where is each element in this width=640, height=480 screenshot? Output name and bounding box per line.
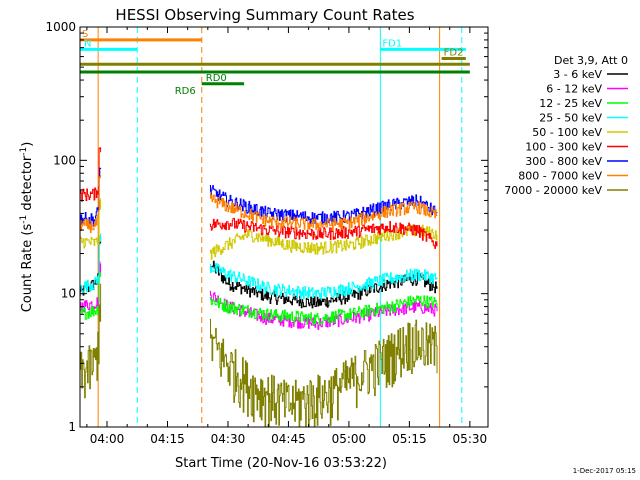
x-tick-label-5: 05:15	[392, 432, 427, 446]
y-tick-label-3: 1000	[45, 20, 76, 34]
y-axis-label-main: Count Rate (s	[20, 224, 35, 313]
series-line-1-seg0	[80, 261, 102, 313]
y-axis-label-mid: detector	[20, 155, 35, 215]
legend-label-6: 300 - 800 keV	[525, 155, 602, 168]
legend-label-1: 6 - 12 keV	[546, 83, 602, 96]
y-tick-label-2: 100	[53, 153, 76, 167]
series-line-6-seg1	[209, 185, 438, 225]
legend-label-4: 50 - 100 keV	[532, 126, 602, 139]
x-tick-label-6: 05:30	[453, 432, 488, 446]
flag-label-6: FD2	[444, 48, 464, 59]
series-line-8-seg0	[80, 283, 102, 399]
series-line-7-seg0	[80, 175, 102, 233]
series-line-6-seg0	[80, 167, 102, 227]
y-tick-label-1: 10	[61, 287, 76, 301]
flag-label-5: FD1	[382, 38, 402, 49]
series-line-3-seg0	[80, 233, 102, 293]
series-line-5-seg0	[80, 147, 102, 202]
y-axis-label-sup2: -1	[19, 147, 29, 156]
series-line-4-seg1	[209, 224, 438, 260]
axis-ticks: 04:00 04:15 04:30 04:45 05:00 05:15 05:30 1 10 10…	[45, 20, 488, 446]
x-tick-label-4: 05:00	[332, 432, 367, 446]
series-line-3-seg1	[209, 263, 438, 300]
y-axis-label-end: )	[20, 142, 35, 147]
flag-label-1: N	[84, 38, 91, 49]
series-line-0-seg1	[209, 260, 438, 309]
legend-label-7: 800 - 7000 keV	[518, 170, 602, 183]
flag-label-4: RD0	[206, 73, 227, 84]
series-line-2-seg0	[80, 272, 102, 320]
series-lines	[80, 147, 438, 427]
series-line-5-seg1	[209, 217, 438, 249]
legend-label-3: 25 - 50 keV	[539, 112, 602, 125]
flag-bars: SN RD0 FD1 FD2 RD6	[80, 29, 470, 97]
y-axis-label: Count Rate (s-1 detector-1)	[19, 142, 35, 313]
legend-label-8: 7000 - 20000 keV	[504, 184, 602, 197]
flag-label-0: S	[82, 29, 88, 40]
series-line-2-seg1	[209, 295, 438, 326]
x-tick-label-3: 04:45	[271, 432, 306, 446]
flag-label-extra-0: RD6	[175, 86, 196, 97]
legend-header: Det 3,9, Att 0	[554, 54, 628, 67]
plot-frame	[79, 26, 489, 428]
chart-title: HESSI Observing Summary Count Rates	[115, 6, 414, 24]
x-tick-label-1: 04:15	[150, 432, 185, 446]
legend-label-0: 3 - 6 keV	[553, 68, 602, 81]
x-axis-label: Start Time (20-Nov-16 03:53:22)	[175, 456, 387, 471]
legend-label-2: 12 - 25 keV	[539, 97, 602, 110]
footer-stamp: 1-Dec-2017 05:15	[573, 467, 636, 475]
series-line-8-seg1	[209, 318, 438, 427]
x-tick-label-2: 04:30	[211, 432, 246, 446]
y-axis-label-sup1: -1	[19, 215, 29, 224]
series-line-4-seg0	[80, 198, 102, 249]
series-line-7-seg1	[209, 191, 438, 231]
legend-label-5: 100 - 300 keV	[525, 141, 602, 154]
y-tick-label-0: 1	[68, 420, 76, 434]
x-tick-label-0: 04:00	[90, 432, 125, 446]
